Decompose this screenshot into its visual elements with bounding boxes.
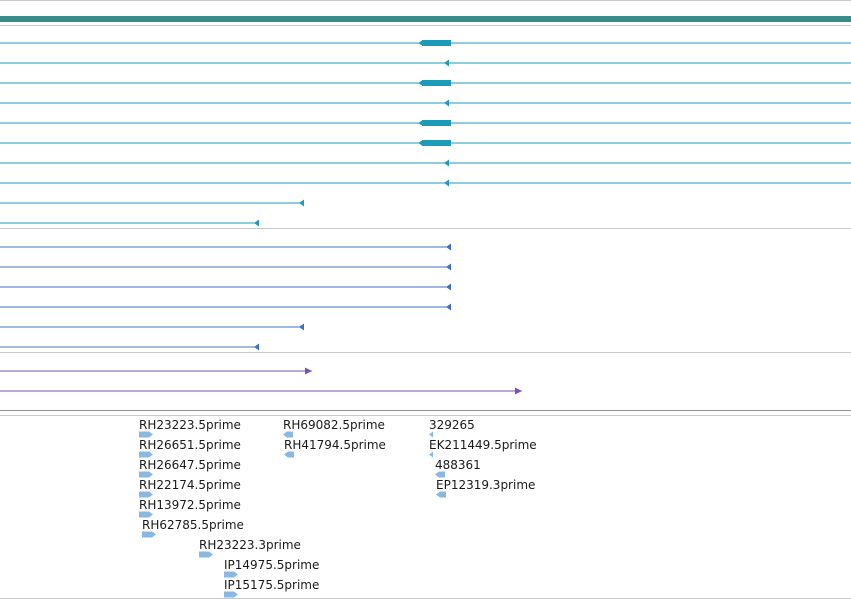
est-label: RH41794.5prime bbox=[284, 438, 386, 452]
teal-strand-arrow bbox=[444, 179, 449, 187]
teal-strand-arrow bbox=[299, 199, 304, 207]
blue-strand-arrow bbox=[446, 303, 451, 311]
est-label: 488361 bbox=[435, 458, 481, 472]
est-marker bbox=[429, 431, 433, 438]
est-marker bbox=[139, 491, 153, 498]
est-label: RH22174.5prime bbox=[139, 478, 241, 492]
est-label: 329265 bbox=[429, 418, 475, 432]
teal-strand-arrow bbox=[418, 80, 423, 86]
est-label: EP12319.3prime bbox=[436, 478, 536, 492]
teal-strand-arrow bbox=[444, 99, 449, 107]
ruler-bar bbox=[0, 16, 851, 22]
est-marker bbox=[429, 451, 433, 458]
est-marker bbox=[139, 511, 153, 518]
teal-strand-arrow bbox=[418, 40, 423, 46]
est-label: RH26647.5prime bbox=[139, 458, 241, 472]
blue-strand-arrow bbox=[254, 343, 259, 351]
est-marker bbox=[284, 451, 294, 458]
blue-strand-arrow bbox=[446, 243, 451, 251]
blue-strand-arrow bbox=[299, 323, 304, 331]
blue-strand-arrow bbox=[446, 283, 451, 291]
teal-exon-block bbox=[422, 120, 451, 126]
teal-exon-block bbox=[422, 80, 451, 86]
est-marker bbox=[142, 531, 156, 538]
est-marker bbox=[199, 551, 213, 558]
purple-strand-arrow bbox=[305, 367, 312, 375]
est-label: RH62785.5prime bbox=[142, 518, 244, 532]
est-marker bbox=[283, 431, 293, 438]
purple-strand-arrow bbox=[515, 387, 522, 395]
teal-strand-arrow bbox=[418, 140, 423, 146]
est-label: IP15175.5prime bbox=[224, 578, 320, 592]
est-marker bbox=[436, 491, 446, 498]
est-label: RH13972.5prime bbox=[139, 498, 241, 512]
teal-exon-block bbox=[422, 40, 451, 46]
est-marker bbox=[224, 571, 238, 578]
est-label: RH69082.5prime bbox=[283, 418, 385, 432]
blue-strand-arrow bbox=[446, 263, 451, 271]
est-label: IP14975.5prime bbox=[224, 558, 320, 572]
est-marker bbox=[139, 451, 153, 458]
est-label: EK211449.5prime bbox=[429, 438, 537, 452]
est-marker bbox=[224, 591, 238, 598]
teal-strand-arrow bbox=[254, 219, 259, 227]
teal-strand-arrow bbox=[444, 59, 449, 67]
teal-exon-block bbox=[422, 140, 451, 146]
est-label: RH26651.5prime bbox=[139, 438, 241, 452]
est-label: RH23223.3prime bbox=[199, 538, 301, 552]
teal-strand-arrow bbox=[418, 120, 423, 126]
teal-strand-arrow bbox=[444, 159, 449, 167]
est-marker bbox=[139, 471, 153, 478]
est-marker bbox=[139, 431, 153, 438]
est-marker bbox=[435, 471, 445, 478]
est-label: RH23223.5prime bbox=[139, 418, 241, 432]
